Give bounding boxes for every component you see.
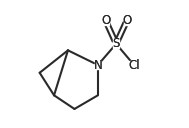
Bar <box>102 16 109 25</box>
Text: O: O <box>122 14 132 27</box>
Bar <box>124 16 130 25</box>
Text: S: S <box>112 37 120 50</box>
Text: N: N <box>94 58 102 72</box>
Text: O: O <box>122 14 132 27</box>
Text: O: O <box>101 14 110 27</box>
Text: Cl: Cl <box>128 58 140 72</box>
Bar <box>113 39 119 48</box>
Bar <box>129 61 139 69</box>
Text: O: O <box>101 14 110 27</box>
Text: N: N <box>94 58 102 72</box>
Text: Cl: Cl <box>128 58 140 72</box>
Text: S: S <box>112 37 120 50</box>
Bar <box>95 61 101 69</box>
